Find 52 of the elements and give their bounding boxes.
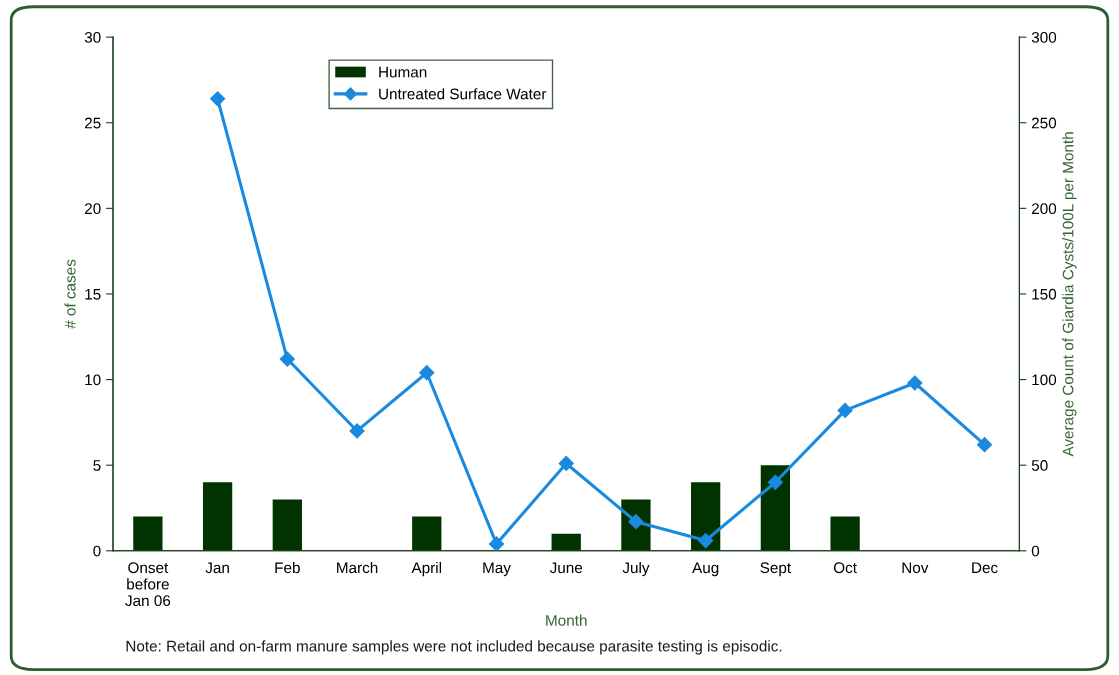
bar [272,499,302,551]
y-tick-label: 15 [85,288,101,300]
x-tick-label: Feb [275,561,300,574]
legend-label: Human [379,66,427,78]
y2-tick-label: 250 [1031,117,1057,129]
point [837,402,853,418]
point [558,455,574,472]
legend-label: Untreated Surface Water [379,88,547,100]
point [349,423,365,439]
x-tick-label: Jan [205,562,229,574]
y-tick-label: 25 [84,117,101,129]
point [698,532,714,549]
y2-tick-label: 100 [1032,374,1057,386]
point [976,437,993,453]
x-tick-label: July [622,561,650,577]
bar [133,516,163,551]
x-tick-label: Aug [692,562,719,577]
y-tick-label: 30 [84,31,101,43]
y2-tick-label: 300 [1031,31,1057,43]
point [279,351,295,367]
x-tick-label: Sept [760,562,791,577]
x-tick-label: April [411,561,442,577]
y2-tick-label: 50 [1031,460,1048,471]
point [488,536,505,551]
point [210,91,226,107]
x-tick-label: Oct [833,562,857,574]
x-axis-title: Month [546,614,587,626]
x-tick-label: Nov [902,562,929,574]
point [419,365,435,381]
y-axis-title: # of cases [64,259,76,329]
x-tick-label: Onset before Jan 06 [125,562,171,607]
bar [202,482,233,551]
x-tick-label: May [483,562,511,577]
x-tick-label: March [337,561,378,574]
bar [760,465,791,551]
y2-tick-label: 200 [1031,203,1057,215]
y-tick-label: 0 [93,545,101,557]
y-tick-label: 20 [84,203,101,215]
bar [691,482,721,551]
x-tick-label: June [549,562,583,574]
y2-axis-title: Average Count of Giardia Cysts/100L per Month [1062,132,1077,457]
bar [830,516,860,551]
y2-tick-label: 150 [1032,288,1057,300]
bar [551,533,581,551]
y-tick-label: 10 [85,374,101,386]
point [767,474,783,490]
y2-tick-label: 0 [1031,545,1040,557]
text: Note: Retail and on-farm manure samples were not included because parasite testing is episodic. [126,640,782,655]
point [907,375,923,391]
y-tick-label: 5 [93,460,101,471]
bar [412,516,442,551]
x-tick-label: Dec [972,562,998,574]
